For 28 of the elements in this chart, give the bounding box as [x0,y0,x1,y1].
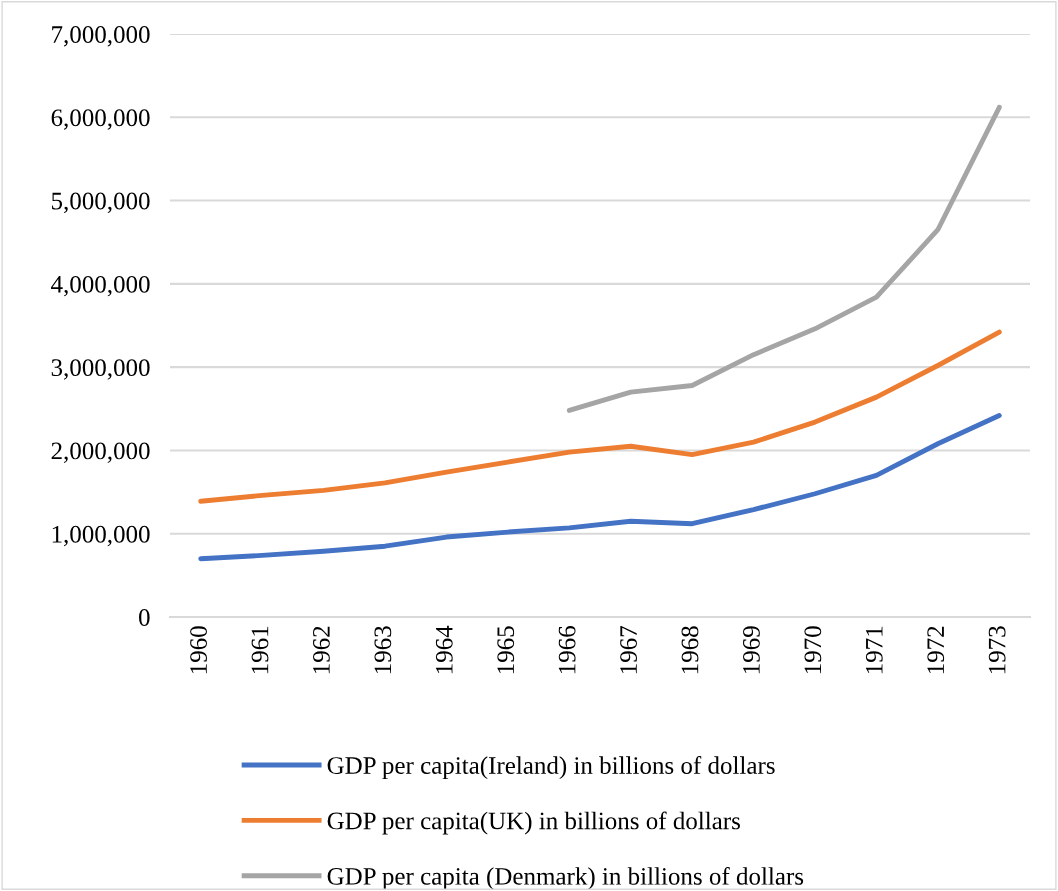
y-tick-label: 6,000,000 [51,109,150,130]
x-tick-label: 1965 [497,626,515,674]
line-series [566,104,1002,413]
legend-label: GDP per capita(UK) in billions of dollars [327,811,740,835]
line-series [198,329,1002,504]
x-tick-label: 1964 [435,625,453,674]
x-tick-label: 1971 [865,626,883,674]
line-series [198,413,1002,562]
y-tick-label: 2,000,000 [51,442,150,463]
x-tick-label: 1970 [804,626,822,674]
y-tick-label: 4,000,000 [51,275,150,297]
y-tick-label: 1,000,000 [52,525,150,547]
x-tick-label: 1962 [313,626,330,674]
x-tick-label: 1972 [927,626,945,674]
x-tick-label: 1969 [743,626,760,674]
legend-label: GDP per capita(Ireland) in billions of dollars [327,756,775,780]
y-tick-label: 3,000,000 [51,359,150,380]
legend-label: GDP per capita (Denmark) in billions of dollars [327,866,804,890]
x-tick-label: 1968 [681,626,699,674]
y-tick-label: 0 [139,609,150,626]
y-tick-label: 5,000,000 [52,192,150,214]
x-tick-label: 1961 [251,626,269,674]
y-tick-label: 7,000,000 [52,26,150,47]
x-tick-label: 1960 [190,626,207,674]
x-tick-label: 1967 [620,626,637,674]
x-tick-label: 1973 [988,626,1006,674]
x-tick-label: 1963 [374,626,392,674]
x-tick-label: 1966 [558,626,576,674]
